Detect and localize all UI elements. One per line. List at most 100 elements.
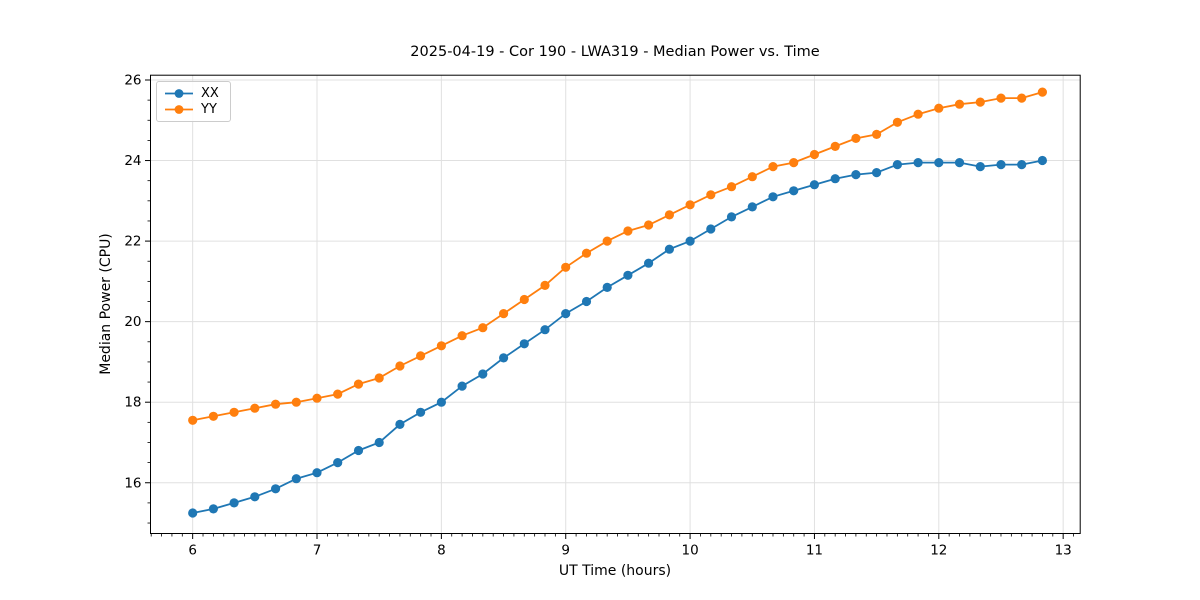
data-point-XX: [457, 381, 467, 391]
data-point-YY: [1017, 93, 1027, 103]
data-point-XX: [685, 236, 695, 246]
data-point-YY: [954, 99, 965, 109]
legend-marker-icon: [165, 89, 193, 98]
data-point-XX: [1037, 155, 1047, 166]
data-point-YY: [1037, 87, 1047, 97]
data-point-YY: [416, 351, 426, 361]
data-point-YY: [602, 236, 612, 246]
legend-entry-YY: YY: [164, 102, 219, 117]
data-point-XX: [996, 160, 1006, 170]
data-point-YY: [519, 294, 529, 305]
y-tick-label: 26: [124, 72, 141, 88]
data-point-XX: [892, 160, 903, 170]
x-tick-label: 10: [681, 543, 698, 559]
data-point-XX: [208, 504, 218, 514]
data-point-YY: [333, 389, 343, 399]
y-tick-label: 18: [124, 395, 141, 411]
data-point-XX: [726, 212, 737, 222]
data-point-YY: [457, 331, 467, 341]
data-point-YY: [747, 172, 757, 182]
data-point-XX: [250, 492, 260, 502]
data-point-YY: [540, 280, 550, 290]
data-point-XX: [499, 353, 509, 363]
series-line-YY: [192, 91, 1043, 422]
plot-border: [150, 74, 1081, 534]
y-tick-label: 20: [124, 314, 141, 330]
data-point-XX: [602, 282, 612, 292]
data-point-XX: [188, 508, 198, 518]
data-point-XX: [851, 170, 861, 180]
data-point-XX: [623, 270, 633, 280]
data-point-YY: [892, 117, 903, 127]
data-point-XX: [581, 296, 592, 307]
data-point-XX: [478, 369, 488, 379]
data-point-YY: [913, 109, 923, 119]
series-line-XX: [192, 159, 1043, 514]
data-point-YY: [996, 93, 1006, 103]
legend-marker-icon: [165, 105, 193, 114]
data-point-XX: [664, 244, 675, 254]
data-point-YY: [312, 393, 322, 403]
data-point-YY: [271, 399, 281, 409]
data-point-YY: [499, 309, 509, 319]
data-point-YY: [623, 226, 633, 236]
data-point-XX: [561, 309, 571, 319]
data-point-XX: [934, 158, 944, 168]
data-point-XX: [229, 498, 239, 508]
data-point-XX: [768, 192, 778, 202]
data-point-YY: [395, 361, 405, 371]
data-point-XX: [374, 437, 384, 448]
data-point-YY: [975, 97, 985, 107]
x-tick-label: 9: [561, 543, 570, 559]
y-tick-label: 16: [124, 475, 141, 491]
data-point-XX: [395, 419, 405, 429]
x-tick-label: 13: [1055, 543, 1072, 559]
data-point-YY: [561, 262, 571, 272]
legend-label: YY: [201, 102, 217, 117]
data-point-YY: [374, 373, 384, 383]
data-point-YY: [250, 403, 260, 413]
data-point-XX: [975, 162, 985, 172]
data-point-YY: [789, 158, 799, 168]
data-point-XX: [913, 158, 923, 168]
data-point-YY: [830, 141, 840, 151]
data-point-YY: [353, 379, 364, 389]
data-point-XX: [312, 468, 322, 478]
data-point-YY: [436, 341, 446, 351]
data-point-YY: [188, 415, 198, 425]
data-point-YY: [478, 323, 488, 333]
chart-title: 2025-04-19 - Cor 190 - LWA319 - Median P…: [410, 44, 820, 60]
data-point-XX: [644, 258, 654, 268]
x-tick-label: 7: [313, 543, 322, 559]
data-point-XX: [333, 458, 343, 468]
data-point-YY: [851, 133, 861, 143]
data-point-XX: [353, 445, 364, 456]
y-tick-label: 24: [124, 153, 141, 169]
data-point-XX: [540, 325, 550, 335]
data-point-YY: [664, 210, 675, 220]
data-point-XX: [830, 174, 840, 184]
legend-label: XX: [201, 86, 219, 101]
x-tick-label: 8: [437, 543, 446, 559]
data-point-YY: [934, 103, 944, 113]
x-tick-label: 12: [930, 543, 947, 559]
data-point-YY: [706, 190, 716, 200]
data-point-XX: [291, 474, 301, 484]
x-axis-label: UT Time (hours): [558, 563, 672, 579]
data-point-XX: [809, 180, 820, 190]
data-point-YY: [768, 162, 778, 172]
data-point-YY: [809, 149, 820, 160]
data-point-XX: [706, 224, 716, 234]
data-point-YY: [581, 248, 592, 258]
data-point-YY: [229, 407, 239, 417]
legend-entry-XX: XX: [164, 86, 219, 101]
data-point-XX: [271, 484, 281, 494]
data-point-XX: [872, 168, 882, 178]
x-tick-label: 11: [806, 543, 823, 559]
data-point-YY: [726, 182, 737, 192]
data-point-YY: [644, 220, 654, 230]
data-point-XX: [436, 397, 446, 407]
data-point-YY: [208, 411, 218, 421]
